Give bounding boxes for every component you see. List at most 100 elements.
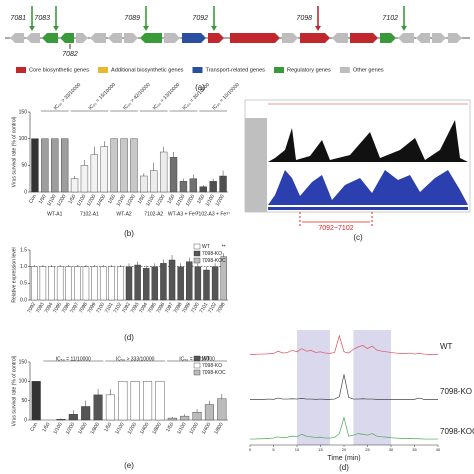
x-tick-label: 7095	[52, 301, 63, 314]
x-tick-label: 1/200	[125, 193, 137, 207]
highlight-range	[297, 330, 330, 445]
x-tick-label: 1/200	[86, 193, 98, 207]
group-label: WT-A1	[47, 211, 62, 217]
gene-arrow	[164, 33, 180, 43]
annotation: IC₅₀ = 13/10000	[152, 82, 182, 112]
legend-swatch	[193, 257, 201, 264]
bar	[110, 138, 118, 193]
series-label: WT	[440, 342, 453, 351]
x-tick-label: 30	[389, 447, 394, 452]
x-tick-label: 1/50	[67, 193, 77, 205]
genome-browser: 7092~7102 (c)	[244, 99, 471, 242]
trace	[250, 416, 438, 440]
gene-arrow	[182, 33, 206, 43]
gene-label: 7083	[34, 15, 50, 22]
bar	[194, 266, 202, 301]
bar	[204, 404, 214, 421]
bar	[167, 417, 177, 421]
bar	[150, 170, 158, 193]
legend-label: Transport-related genes	[205, 67, 265, 73]
bar	[48, 266, 55, 301]
panel-label: (c)	[353, 233, 363, 242]
gene-label: 7102	[382, 15, 398, 22]
x-tick-label: 1/50	[137, 193, 147, 205]
panel-label: (e)	[124, 461, 134, 470]
x-tick-label: 1/100	[176, 421, 188, 435]
gene-label: 7089	[124, 15, 140, 22]
bar	[100, 146, 108, 193]
x-tick-label: 1/100	[115, 193, 127, 207]
gene-arrow	[60, 33, 74, 43]
bar	[140, 175, 148, 193]
x-tick-label: 1/100	[205, 193, 217, 207]
gene-arrow	[416, 33, 430, 43]
coverage-track	[268, 120, 468, 162]
x-tick-label: 1/200	[56, 193, 68, 207]
bar	[56, 266, 64, 301]
x-tick-label: 1/100	[114, 421, 126, 435]
gene-pointer-head	[53, 26, 59, 31]
x-tick-label: 1/200	[214, 193, 226, 207]
gene-arrow	[76, 33, 88, 43]
x-tick-label: 1/200	[185, 193, 197, 207]
x-tick-label: 1/100	[175, 193, 187, 207]
gene-pointer-head	[211, 26, 217, 31]
x-tick-label: 25	[365, 447, 370, 452]
x-tick-label: 0	[249, 447, 252, 452]
x-tick-label: 1/50	[165, 421, 175, 433]
legend-swatch	[339, 67, 350, 73]
annotation: IC₅₀ = 11/10000	[56, 356, 91, 362]
gene-arrow	[230, 33, 280, 43]
y-tick-label: 100	[19, 379, 28, 385]
y-tick-label: 1.0	[20, 264, 27, 270]
x-tick-label: 7096	[61, 301, 72, 314]
bar	[60, 138, 69, 193]
bar	[209, 181, 217, 193]
x-tick-label: 7100	[190, 301, 201, 314]
x-tick-label: 1/200	[65, 421, 77, 435]
gene-label: 7098	[296, 15, 312, 22]
y-tick-label: 0.5	[20, 281, 27, 287]
y-axis-label: Virus survival rate (% of control)	[11, 116, 17, 187]
legend-label: Other genes	[353, 67, 384, 73]
gene-arrow	[140, 33, 162, 43]
bar	[120, 138, 128, 193]
gene-arrow	[380, 33, 396, 43]
bar	[151, 266, 159, 301]
bar	[81, 406, 91, 421]
bar	[160, 263, 167, 301]
gene-label: 7082	[62, 51, 78, 58]
x-tick-label: 1/100	[76, 193, 88, 207]
x-tick-label: 1/400	[201, 421, 213, 435]
bar	[108, 266, 115, 301]
bar	[199, 186, 207, 193]
gene-arrow	[42, 33, 58, 43]
panel-label: (b)	[124, 229, 134, 238]
group-label: 7102-A2	[144, 211, 163, 217]
x-tick-label: 7100	[95, 301, 106, 314]
x-tick-label: 1/800	[213, 421, 225, 435]
x-tick-label: 1/50	[166, 193, 176, 205]
coverage-track	[268, 170, 468, 205]
bar	[80, 165, 89, 193]
bar	[130, 381, 140, 421]
bar	[203, 269, 210, 301]
x-tick-label: 7093	[130, 301, 141, 314]
bar	[41, 138, 49, 193]
x-tick-label: 7101	[104, 301, 115, 314]
x-tick-label: 7095	[147, 301, 158, 314]
legend-label: 7098-KOC	[202, 370, 226, 376]
gene-arrow	[300, 33, 330, 43]
bar	[74, 266, 81, 301]
x-tick-label: 15	[318, 447, 323, 452]
x-tick-label: 1/100	[52, 421, 64, 435]
y-tick-label: 0	[24, 189, 27, 195]
x-tick-label: 7092	[121, 301, 132, 314]
region-label: 7092~7102	[318, 225, 353, 232]
panel-label: (a)	[195, 83, 205, 92]
gene-label: 7092	[192, 15, 208, 22]
group-label: WT-A2	[116, 211, 131, 217]
bar	[180, 415, 190, 421]
x-tick-label: 35	[412, 447, 417, 452]
gene-arrow	[26, 33, 40, 43]
